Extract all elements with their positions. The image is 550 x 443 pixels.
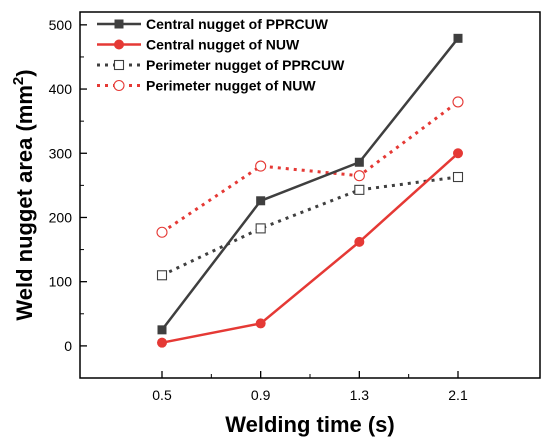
y-tick-label: 300 xyxy=(49,145,73,161)
data-point xyxy=(156,226,168,238)
series-2 xyxy=(157,148,463,348)
series-layer xyxy=(156,33,464,348)
y-axis-title: Weld nugget area (mm2) xyxy=(10,69,37,320)
legend-label: Perimeter nugget of NUW xyxy=(146,78,316,94)
x-tick-label: 0.5 xyxy=(152,387,172,403)
data-point xyxy=(255,223,266,234)
y-tick-label: 100 xyxy=(49,274,73,290)
data-point xyxy=(256,196,266,206)
y-tick-label: 200 xyxy=(49,209,73,225)
series-4 xyxy=(156,96,464,238)
legend-marker xyxy=(114,39,124,50)
legend-marker xyxy=(114,19,124,29)
data-point xyxy=(354,184,365,195)
x-axis-title: Welding time (s) xyxy=(225,412,395,437)
data-point xyxy=(354,157,364,167)
data-point xyxy=(255,318,266,329)
x-tick-label: 2.1 xyxy=(448,387,468,403)
data-point xyxy=(255,160,267,172)
data-point xyxy=(452,171,464,183)
data-point xyxy=(156,270,168,281)
series-3 xyxy=(156,171,464,281)
x-axis-ticks: 0.5 0.9 1.3 2.1 xyxy=(152,371,468,403)
legend-marker xyxy=(113,59,125,71)
y-tick-label: 500 xyxy=(49,17,73,33)
data-point xyxy=(157,325,167,335)
y-axis-title-superscript: 2 xyxy=(10,77,27,85)
series-line xyxy=(161,175,459,277)
data-point xyxy=(353,170,365,182)
data-point xyxy=(354,236,365,247)
series-line xyxy=(161,100,459,234)
legend-label: Perimeter nugget of PPRCUW xyxy=(146,57,345,73)
data-point xyxy=(157,337,167,348)
data-point xyxy=(452,96,464,108)
series-line xyxy=(161,152,459,344)
y-axis-title-main: Weld nugget area (mm xyxy=(12,85,37,321)
legend-marker xyxy=(113,79,125,92)
legend: Central nugget of PPRCUW Central nugget o… xyxy=(97,16,345,94)
y-axis-title-close: ) xyxy=(12,69,37,76)
legend-label: Central nugget of PPRCUW xyxy=(146,16,329,32)
data-point xyxy=(453,33,463,43)
y-tick-label: 400 xyxy=(49,81,73,97)
x-tick-label: 1.3 xyxy=(350,387,370,403)
legend-label: Central nugget of NUW xyxy=(146,37,300,53)
data-point xyxy=(453,148,463,159)
y-axis-ticks: 0 100 200 300 400 500 xyxy=(49,17,87,354)
x-tick-label: 0.9 xyxy=(251,387,271,403)
y-tick-label: 0 xyxy=(64,338,72,354)
series-1 xyxy=(157,33,463,335)
series-line xyxy=(161,37,459,331)
